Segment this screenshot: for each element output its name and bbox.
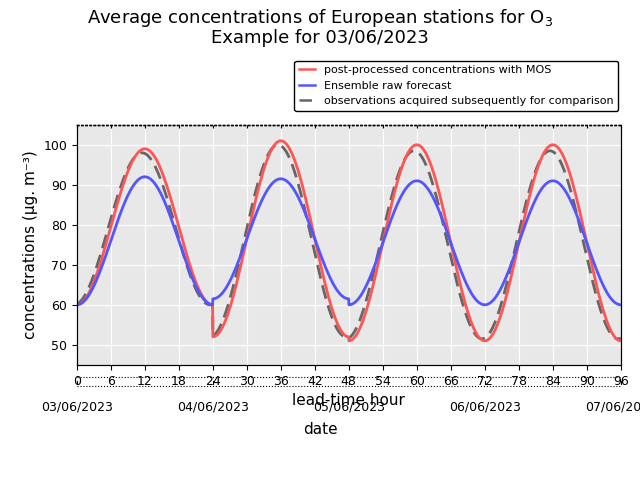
Text: date: date xyxy=(303,422,337,437)
Legend: post-processed concentrations with MOS, Ensemble raw forecast, observations acqu: post-processed concentrations with MOS, … xyxy=(294,61,618,111)
Text: Example for 03/06/2023: Example for 03/06/2023 xyxy=(211,29,429,47)
Text: 04/06/2023: 04/06/2023 xyxy=(177,401,249,414)
Y-axis label: concentrations (μg. m⁻³): concentrations (μg. m⁻³) xyxy=(22,150,38,339)
Text: 06/06/2023: 06/06/2023 xyxy=(449,401,521,414)
Text: 07/06/2023: 07/06/2023 xyxy=(585,401,640,414)
Text: 05/06/2023: 05/06/2023 xyxy=(313,401,385,414)
Text: 03/06/2023: 03/06/2023 xyxy=(41,401,113,414)
Text: Average concentrations of European stations for O$_3$: Average concentrations of European stati… xyxy=(87,7,553,29)
X-axis label: lead-time hour: lead-time hour xyxy=(292,393,405,408)
